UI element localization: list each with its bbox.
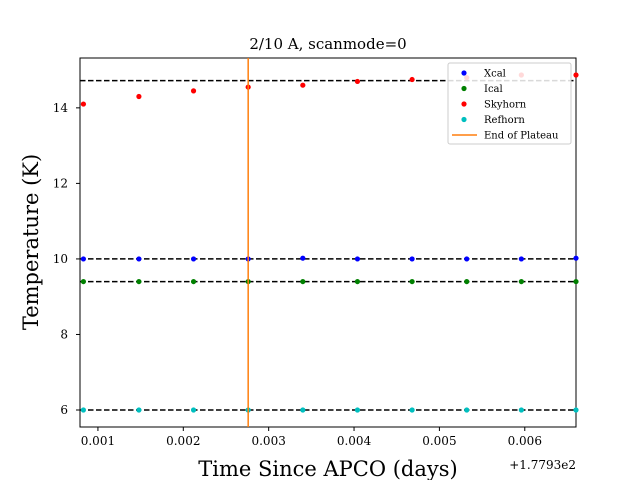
x-axis-offset-label: +1.7793e2 — [509, 458, 576, 472]
point-skyhorn-0 — [80, 101, 87, 107]
chart-title: 2/10 A, scanmode=0 — [249, 35, 406, 53]
point-skyhorn-2 — [190, 88, 197, 94]
point-refhorn-8 — [518, 407, 524, 413]
legend-marker-xcal — [461, 70, 467, 76]
y-tick-label-0: 6 — [60, 403, 68, 417]
point-xcal-4 — [300, 255, 306, 261]
legend-label-xcal: Xcal — [484, 69, 506, 80]
legend-marker-refhorn — [461, 116, 467, 123]
point-ical-9 — [573, 278, 579, 285]
point-xcal-5 — [354, 256, 361, 262]
legend-label-ical: Ical — [484, 84, 503, 95]
point-skyhorn-1 — [136, 93, 142, 100]
point-xcal-0 — [80, 256, 87, 262]
point-skyhorn-4 — [300, 82, 306, 88]
point-ical-7 — [464, 278, 470, 285]
point-refhorn-6 — [409, 407, 415, 413]
legend-items: Xcal Ical Skyhorn Refhorn End of Plateau — [452, 69, 559, 142]
point-ical-5 — [354, 278, 361, 285]
y-axis-label: Temperature (K) — [19, 154, 43, 330]
point-refhorn-5 — [354, 407, 361, 413]
point-refhorn-7 — [464, 407, 470, 413]
point-refhorn-2 — [190, 407, 197, 413]
legend-label-end-of-plateau: End of Plateau — [484, 131, 559, 142]
point-skyhorn-9 — [573, 72, 579, 78]
point-refhorn-4 — [300, 407, 306, 413]
point-xcal-6 — [409, 256, 415, 262]
legend-marker-skyhorn — [461, 101, 467, 107]
point-xcal-8 — [518, 256, 524, 262]
y-tick-label-4: 14 — [53, 101, 69, 115]
point-ical-2 — [190, 278, 197, 285]
legend-label-refhorn: Refhorn — [484, 115, 525, 126]
legend: Xcal Ical Skyhorn Refhorn End of Plateau — [447, 62, 572, 145]
plot-frame — [79, 57, 577, 428]
x-tick-label-0: 0.001 — [81, 434, 115, 448]
point-ical-4 — [300, 278, 306, 285]
legend-box — [447, 62, 572, 145]
x-tick-label-2: 0.003 — [251, 434, 285, 448]
legend-label-skyhorn: Skyhorn — [484, 100, 527, 111]
point-refhorn-0 — [80, 407, 87, 413]
x-tick-label-4: 0.005 — [422, 434, 456, 448]
y-axis-ticks: 6 8 10 12 14 — [53, 101, 80, 417]
x-tick-label-3: 0.004 — [337, 434, 372, 448]
point-refhorn-9 — [573, 407, 579, 413]
point-skyhorn-6 — [409, 76, 415, 83]
y-tick-label-2: 10 — [53, 252, 68, 266]
y-tick-label-3: 12 — [53, 176, 68, 190]
point-xcal-7 — [464, 256, 470, 262]
point-xcal-9 — [573, 255, 579, 261]
point-xcal-2 — [190, 256, 197, 262]
point-xcal-1 — [136, 256, 142, 262]
legend-marker-ical — [461, 85, 467, 92]
point-ical-0 — [80, 278, 87, 285]
x-axis-label: Time Since APCO (days) — [198, 457, 457, 480]
x-axis-ticks: 0.001 0.002 0.003 0.004 0.005 0.006 — [81, 427, 542, 448]
x-tick-label-5: 0.006 — [508, 434, 542, 448]
point-ical-8 — [518, 278, 524, 285]
y-tick-label-1: 8 — [60, 327, 68, 341]
x-tick-label-1: 0.002 — [166, 434, 200, 448]
point-ical-1 — [136, 278, 142, 285]
point-ical-6 — [409, 278, 415, 285]
point-skyhorn-5 — [354, 78, 361, 85]
point-refhorn-1 — [136, 407, 142, 413]
